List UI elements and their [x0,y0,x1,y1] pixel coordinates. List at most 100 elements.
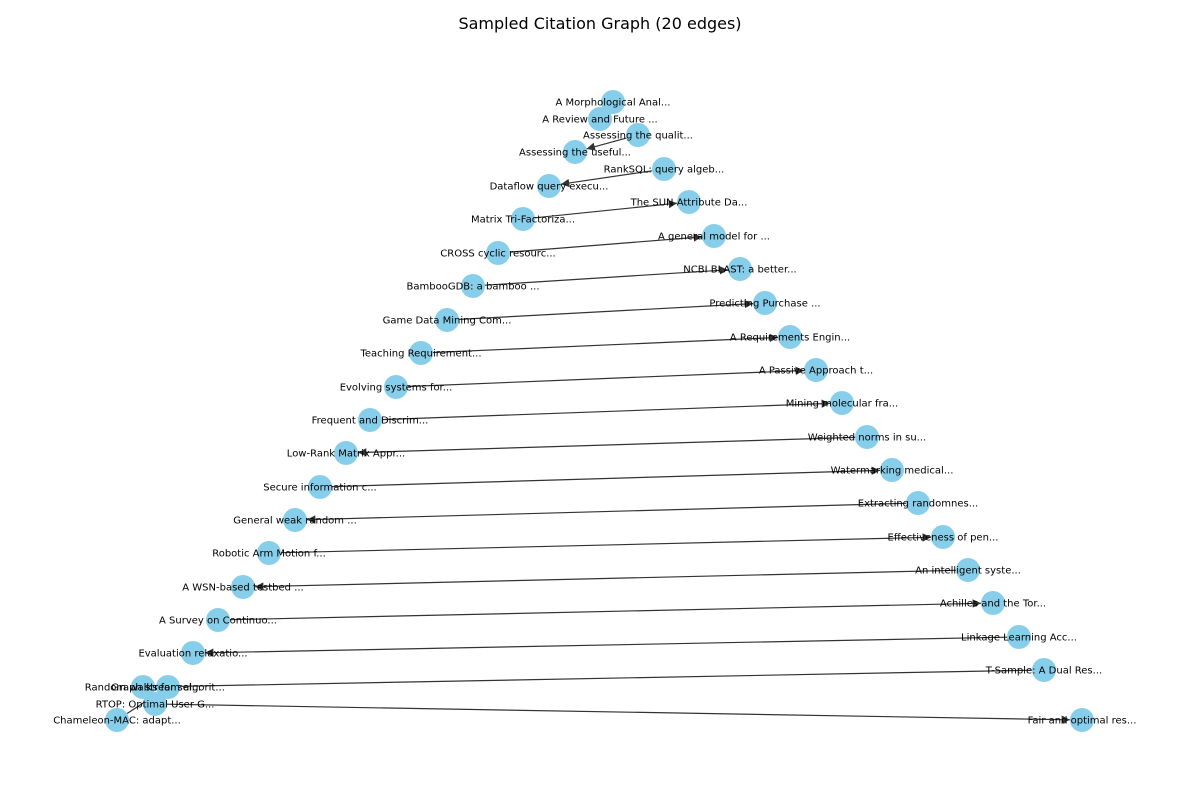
graph-node [358,408,382,432]
node-label: Robotic Arm Motion f... [212,549,326,560]
graph-node [131,675,155,699]
graph-node [956,558,980,582]
graph-node [778,325,802,349]
graph-node [537,174,561,198]
node-label: Evolving systems for... [340,383,453,394]
node-label: A Morphological Anal... [556,98,671,109]
graph-node [601,90,625,114]
graph-node [753,291,777,315]
node-label: RTOP: Optimal User G... [96,700,215,711]
node-label: Low-Rank Matrix Appr... [287,449,405,460]
graph-node [143,692,167,716]
edge [166,703,1071,724]
node-label: Effectiveness of pen... [888,533,999,544]
graph-node [906,491,930,515]
graph-node [931,525,955,549]
graph-node [563,140,587,164]
graph-node [1007,625,1031,649]
edge [229,599,982,621]
edge [509,233,703,253]
edge [586,137,627,151]
node-label: Extracting randomnes... [858,499,978,510]
graph-node [677,190,701,214]
node-label: Game Data Mining Com... [383,316,512,327]
edge [484,266,729,286]
graph-node [156,675,180,699]
node-label: Predicting Purchase ... [709,299,820,310]
node-label: Dataflow query execu... [490,182,609,193]
node-label: Random walks for sel... [85,683,201,694]
graph-node [880,458,904,482]
edge [560,170,653,188]
edge [154,669,1033,691]
node-label: Teaching Requirement... [359,349,481,360]
edge [331,466,881,488]
node-label: The SUN Attribute Da... [630,198,748,209]
graph-node [486,241,510,265]
node-label: A WSN-based testbed ... [182,583,303,594]
edge [534,199,678,219]
node-label: CROSS cyclic resourc... [440,249,555,260]
node-label: BambooGDB: a bamboo ... [407,282,540,293]
graph-node [1032,658,1056,682]
node-label: A Passive Approach t... [759,366,873,377]
node-label: Assessing the useful... [519,148,631,159]
edge [381,399,831,421]
node-label: A Survey on Continuo... [159,616,277,627]
graph-node [626,123,650,147]
node-label: Linkage Learning Acc... [961,633,1077,644]
edge [280,533,932,554]
edge [357,436,856,457]
edge [306,502,907,524]
edge [458,299,754,320]
node-label: General weak random ... [233,516,357,527]
graph-node [1070,708,1094,732]
node-label: Secure information c... [263,483,377,494]
node-label: Evaluation relaxatio... [138,649,247,660]
node-label: Watermarking medical... [831,466,954,477]
graph-node [283,508,307,532]
graph-node [206,608,230,632]
graph-node [981,591,1005,615]
labels-layer: A Morphological Anal... A Review and Futu… [53,98,1136,727]
graph-node [257,541,281,565]
node-label: Chameleon-MAC: adapt... [53,716,181,727]
node-label: A Review and Future ... [542,115,657,126]
node-label: Assessing the qualit... [583,131,693,142]
node-label: NCBI BLAST: a better... [683,265,796,276]
node-label: RankSQL: query algeb... [604,165,725,176]
node-label: Weighted norms in su... [808,433,926,444]
graph-node [728,257,752,281]
graph-node [105,708,129,732]
graph-title: Sampled Citation Graph (20 edges) [458,14,741,33]
graph-node [384,375,408,399]
graph-node [652,157,676,181]
graph-node [511,207,535,231]
nodes-layer [105,90,1094,732]
edge [254,569,957,591]
node-label: Fair and optimal res... [1028,716,1137,727]
edge [432,333,779,354]
graph-node [702,224,726,248]
graph-node [435,308,459,332]
edges-layer [126,109,1071,724]
node-label: A general model for ... [658,232,770,243]
node-label: Mining molecular fra... [786,399,899,410]
graph-node [334,441,358,465]
graph-node [588,107,612,131]
graph-node [231,575,255,599]
graph-node [804,358,828,382]
node-label: Graph stream algorit... [111,683,225,694]
edge [204,636,1008,657]
node-label: A Requirements Engin... [730,333,850,344]
node-label: Frequent and Discrim... [312,416,429,427]
graph-node [409,341,433,365]
node-label: Achilles and the Tor... [940,599,1046,610]
edge [407,366,805,388]
graph-node [461,274,485,298]
graph-node [308,475,332,499]
node-label: T-Sample: A Dual Res... [985,666,1102,677]
graph-node [181,641,205,665]
node-label: An intelligent syste... [915,566,1021,577]
